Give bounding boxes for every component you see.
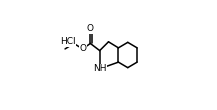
Text: NH: NH: [93, 64, 107, 73]
Text: HCl: HCl: [60, 37, 76, 46]
Text: O: O: [79, 44, 86, 53]
Text: O: O: [87, 24, 94, 33]
